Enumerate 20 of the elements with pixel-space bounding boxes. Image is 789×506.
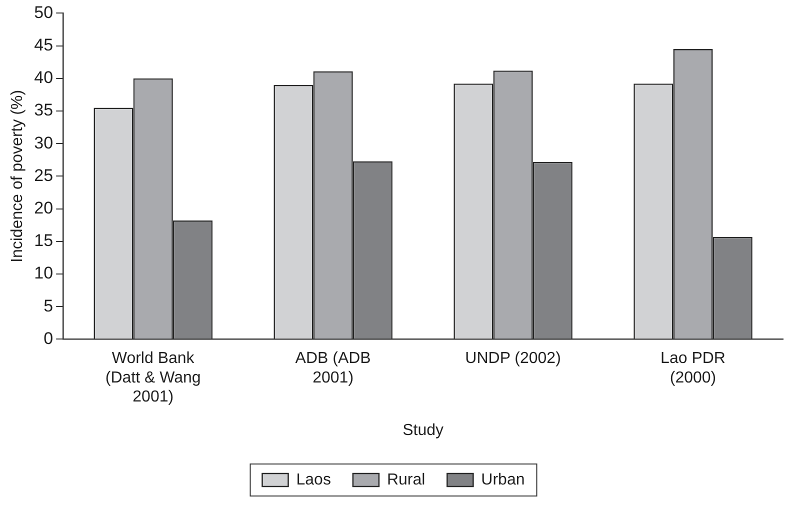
- x-tick-label: World Bank (Datt & Wang 2001): [105, 350, 201, 406]
- legend-label: Rural: [386, 471, 426, 488]
- y-tick-label: 40: [34, 68, 54, 88]
- x-axis-title: Study: [402, 422, 444, 439]
- x-tick-label: Lao PDR (2000): [660, 350, 726, 386]
- legend-label: Laos: [296, 471, 331, 488]
- y-tick-label: 10: [34, 264, 54, 283]
- y-tick-label: 35: [34, 100, 54, 120]
- y-tick-label: 0: [44, 328, 54, 348]
- y-tick-label: 50: [34, 2, 54, 22]
- y-tick-label: 45: [34, 35, 54, 54]
- x-tick-label: UNDP (2002): [465, 350, 561, 368]
- y-tick-label: 15: [34, 231, 54, 250]
- y-axis-title: Incidence of poverty (%): [9, 90, 26, 262]
- y-tick-label: 30: [34, 133, 54, 152]
- y-tick-label: 20: [34, 198, 54, 218]
- legend-label: Urban: [481, 471, 525, 488]
- x-tick-label: ADB (ADB 2001): [295, 350, 371, 386]
- y-tick-label: 25: [34, 166, 54, 185]
- y-tick-label: 5: [44, 296, 54, 316]
